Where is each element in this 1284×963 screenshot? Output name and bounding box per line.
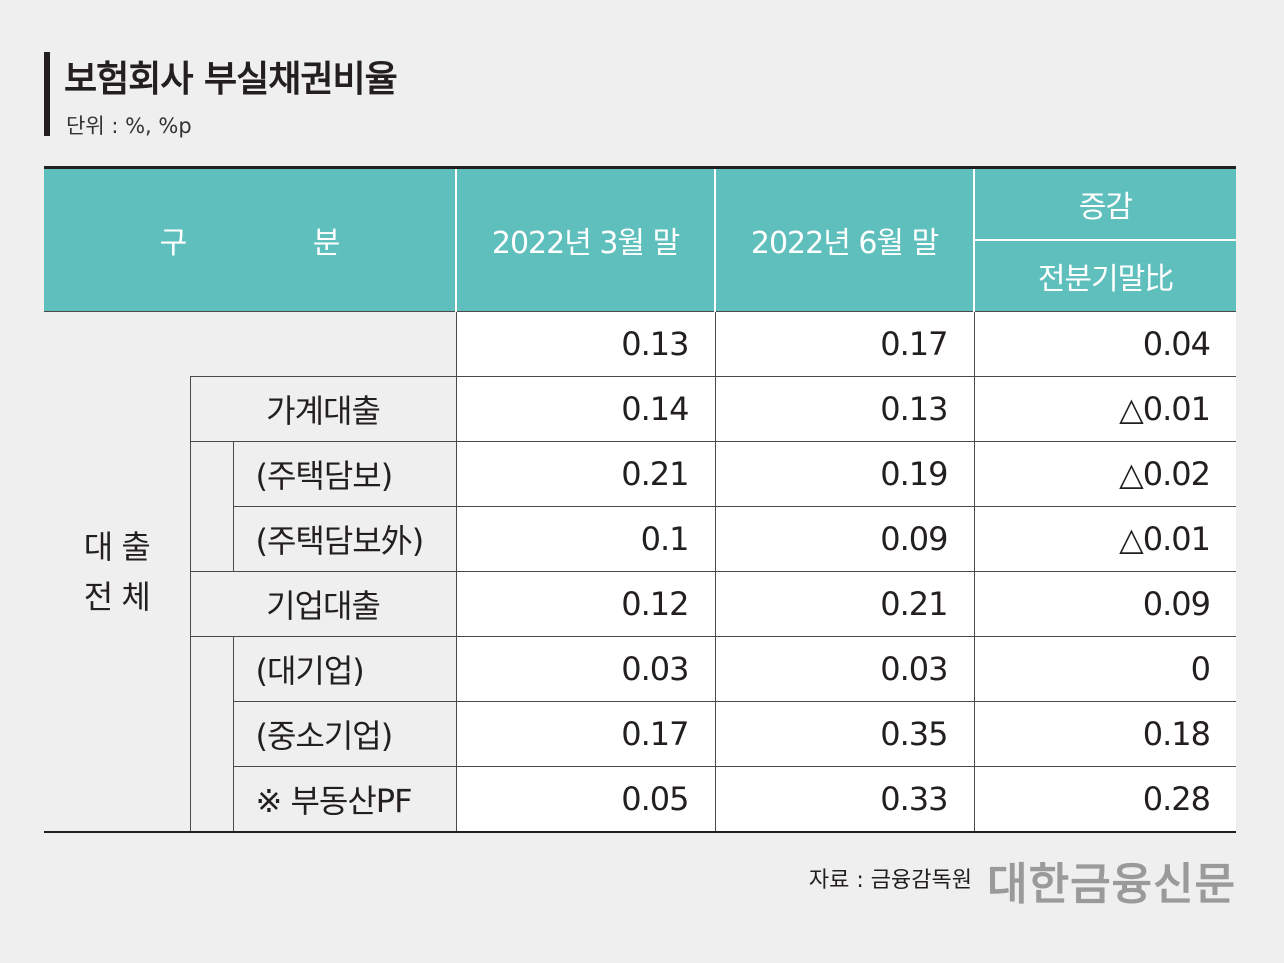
row-label-corporate: 기업대출	[189, 571, 457, 637]
title-accent-bar	[44, 52, 50, 136]
row-label-real-estate-pf: ※ 부동산PF	[232, 766, 457, 832]
row-label-non-mortgage: (주택담보外)	[232, 506, 457, 572]
row-label-total	[190, 311, 457, 377]
cell-mar: 0.12	[455, 571, 716, 637]
cell-mar-total: 0.13	[455, 311, 716, 377]
source-note: 자료 : 금융감독원	[808, 868, 972, 893]
row-group-label-line1: 대 출	[83, 527, 151, 566]
row-label-large-corp: (대기업)	[232, 636, 457, 702]
cell-mar: 0.1	[455, 506, 716, 572]
cell-chg: 0.18	[973, 701, 1237, 767]
header-col-change-sub: 전분기말比	[973, 239, 1237, 312]
indent-spacer	[189, 636, 233, 832]
header-category: 구 분	[44, 167, 457, 312]
table-row: 대 출 전 체 0.13 0.17 0.04	[44, 311, 1237, 832]
cell-chg: △0.01	[973, 376, 1237, 442]
indent-spacer	[189, 441, 233, 572]
cell-mar: 0.17	[455, 701, 716, 767]
cell-jun: 0.35	[714, 701, 975, 767]
cell-jun: 0.19	[714, 441, 975, 507]
cell-jun-total: 0.17	[714, 311, 975, 377]
row-group-label: 대 출 전 체	[44, 311, 190, 832]
cell-jun: 0.03	[714, 636, 975, 702]
row-group-label-line2: 전 체	[83, 577, 151, 616]
cell-chg: 0	[973, 636, 1237, 702]
unit-note: 단위 : %, %p	[66, 114, 192, 138]
cell-mar: 0.05	[455, 766, 716, 832]
table-row: (주택담보) 0.21 0.19 △0.02	[44, 441, 1237, 572]
cell-chg: △0.01	[973, 506, 1237, 572]
npl-ratio-table: 구 분 2022년 3월 말 2022년 6월 말 증감 전분기말比 대 출 전…	[44, 166, 1237, 833]
cell-chg: 0.28	[973, 766, 1237, 832]
table-header: 구 분 2022년 3월 말 2022년 6월 말 증감 전분기말比	[44, 167, 1237, 312]
publisher-logo: 대한금융신문	[987, 859, 1236, 910]
page-title: 보험회사 부실채권비율	[64, 59, 398, 100]
header-col-march: 2022년 3월 말	[455, 167, 716, 312]
table-row: ※ 부동산PF 0.05 0.33 0.28	[44, 766, 1237, 832]
cell-jun: 0.21	[714, 571, 975, 637]
cell-chg: △0.02	[973, 441, 1237, 507]
cell-chg: 0.09	[973, 571, 1237, 637]
table-row: 기업대출 0.12 0.21 0.09	[44, 571, 1237, 637]
row-label-mortgage: (주택담보)	[232, 441, 457, 507]
cell-mar: 0.14	[455, 376, 716, 442]
cell-jun: 0.33	[714, 766, 975, 832]
table-row: (중소기업) 0.17 0.35 0.18	[44, 701, 1237, 767]
header-col-june: 2022년 6월 말	[714, 167, 975, 312]
cell-mar: 0.03	[455, 636, 716, 702]
cell-chg-total: 0.04	[973, 311, 1237, 377]
cell-jun: 0.13	[714, 376, 975, 442]
row-label-sme: (중소기업)	[232, 701, 457, 767]
cell-mar: 0.21	[455, 441, 716, 507]
cell-jun: 0.09	[714, 506, 975, 572]
table-row: (주택담보外) 0.1 0.09 △0.01	[44, 506, 1237, 572]
header-category-part1: 구	[159, 226, 188, 261]
table-row: 가계대출 0.14 0.13 △0.01	[44, 376, 1237, 442]
row-label-household: 가계대출	[189, 376, 457, 442]
table-row: (대기업) 0.03 0.03 0	[44, 636, 1237, 832]
header-col-change: 증감	[973, 167, 1237, 240]
header-category-part2: 분	[312, 226, 341, 261]
